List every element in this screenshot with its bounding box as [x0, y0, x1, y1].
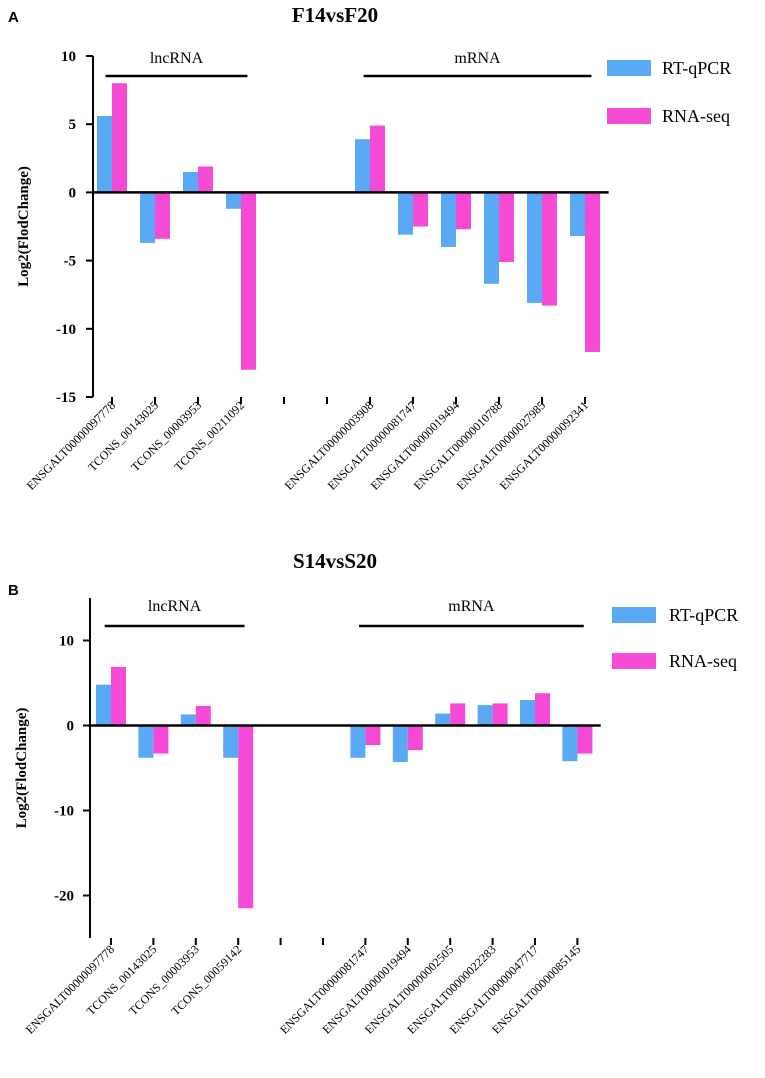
bar-rna-seq [365, 725, 381, 746]
bar-rna-seq [153, 725, 169, 754]
legend-label: RNA-seq [669, 651, 737, 671]
y-tick-label: 0 [67, 719, 75, 735]
legend-swatch [607, 60, 651, 76]
bar-rna-seq [241, 192, 256, 370]
legend-swatch [607, 108, 651, 124]
y-tick-label: -15 [56, 390, 76, 406]
y-tick-label: 10 [59, 634, 74, 650]
bar-rt-qpcr [520, 700, 535, 726]
bar-rna-seq [407, 725, 423, 751]
y-tick-label: 0 [69, 185, 77, 201]
bar-rna-seq [198, 166, 213, 193]
bar-rt-qpcr [355, 139, 370, 193]
bar-rt-qpcr [435, 713, 451, 726]
bar-rt-qpcr [223, 725, 239, 758]
chart-panel-b: BS14vsS20Log2(FlodChange)100-10-20ENSGAL… [8, 549, 738, 1037]
bar-rna-seq [112, 83, 127, 193]
bar-rna-seq [542, 192, 557, 306]
y-tick-label: -20 [54, 889, 74, 905]
bar-rna-seq [585, 192, 600, 352]
y-axis-label: Log2(FlodChange) [14, 708, 30, 829]
legend-swatch [612, 653, 656, 669]
chart-panel-a: A F14vsF20 Log2(FlodChange) 10 5 0 -5 -10 -15 ENS… [8, 3, 731, 493]
group-label: mRNA [448, 598, 495, 615]
x-tick-label: ENSGALT00000092341 [497, 398, 591, 492]
bar-rt-qpcr [570, 192, 585, 237]
bar-rna-seq [413, 192, 428, 227]
bar-rna-seq [535, 693, 550, 726]
bar-rna-seq [370, 125, 385, 193]
bar-rna-seq [577, 725, 593, 754]
legend-label: RT-qPCR [669, 605, 738, 625]
bar-rna-seq [499, 192, 514, 262]
bar-rt-qpcr [562, 725, 578, 762]
bar-rna-seq [450, 703, 466, 726]
panel-letter: A [8, 9, 19, 26]
bar-rt-qpcr [226, 192, 241, 209]
bar-rna-seq [238, 725, 254, 909]
chart-title: S14vsS20 [293, 549, 377, 573]
bar-rt-qpcr [138, 725, 154, 758]
bar-rt-qpcr [484, 192, 499, 284]
y-tick-label: 10 [61, 49, 76, 65]
bar-rt-qpcr [441, 192, 456, 247]
y-tick-label: 5 [69, 117, 77, 133]
bar-rt-qpcr [97, 116, 112, 193]
y-tick-label: -5 [64, 254, 77, 270]
group-label: lncRNA [150, 50, 204, 67]
y-tick-label: -10 [56, 322, 76, 338]
bar-rt-qpcr [398, 192, 413, 235]
y-tick-label: -10 [54, 804, 74, 820]
bar-rt-qpcr [392, 725, 408, 763]
chart-title: F14vsF20 [292, 3, 378, 27]
bar-rt-qpcr [140, 192, 155, 243]
legend-swatch [612, 607, 656, 623]
bar-rt-qpcr [96, 684, 111, 726]
bar-rt-qpcr [527, 192, 542, 303]
bar-rt-qpcr [350, 725, 366, 758]
bar-rt-qpcr [477, 705, 493, 726]
bar-rt-qpcr [180, 714, 196, 726]
legend-label: RNA-seq [662, 106, 730, 126]
bar-rna-seq [195, 705, 211, 726]
bar-rt-qpcr [183, 171, 198, 193]
bar-rna-seq [456, 192, 471, 230]
group-label: mRNA [454, 50, 501, 67]
bar-rna-seq [155, 192, 170, 239]
group-label: lncRNA [148, 598, 202, 615]
legend-label: RT-qPCR [662, 58, 731, 78]
y-axis-label: Log2(FlodChange) [16, 166, 32, 287]
panel-letter: B [8, 582, 19, 599]
bar-rna-seq [492, 703, 508, 726]
bar-rna-seq [111, 666, 126, 726]
